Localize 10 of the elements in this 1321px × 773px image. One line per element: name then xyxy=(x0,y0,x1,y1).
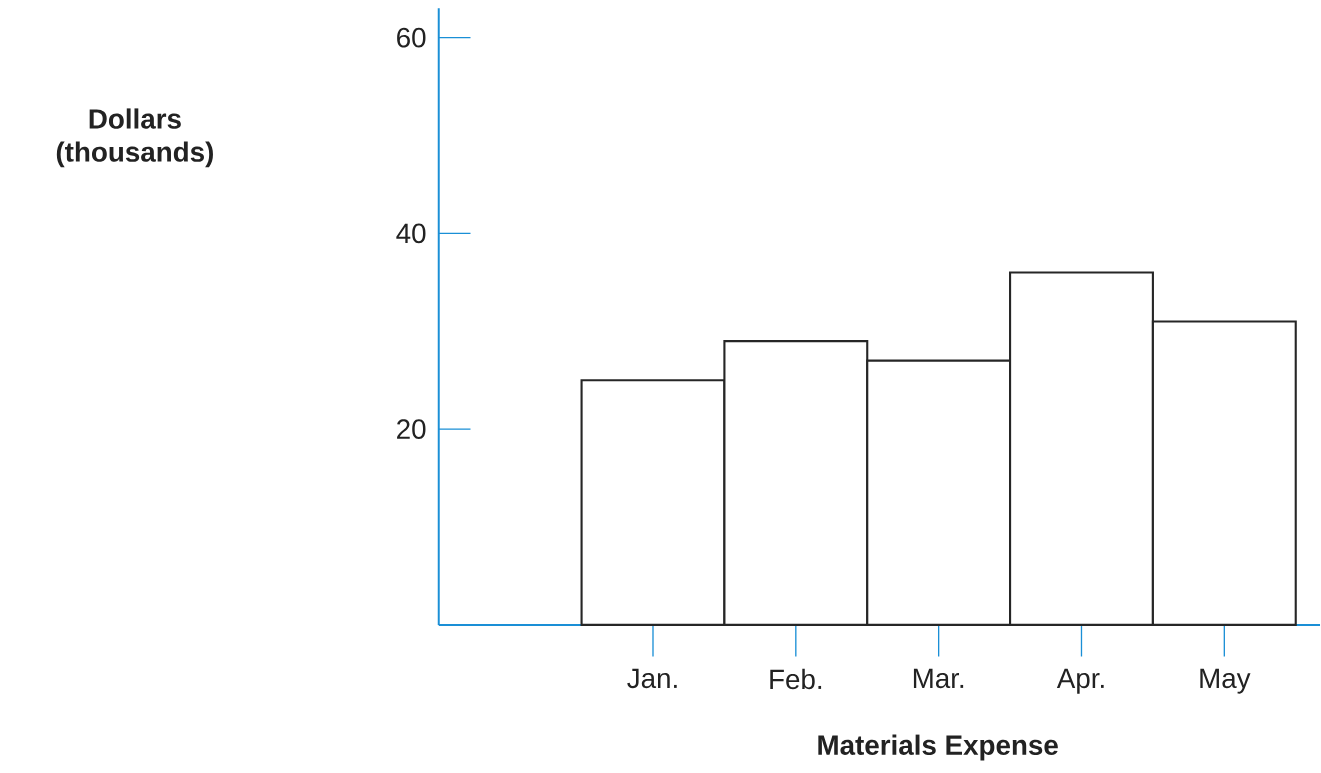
y-tick-label: 40 xyxy=(396,223,426,244)
x-axis-title: Materials Expense xyxy=(818,734,1058,761)
x-tick-label: May xyxy=(1200,668,1251,694)
x-tick-label: Apr. xyxy=(1056,668,1104,694)
x-tick-label: Jan. xyxy=(627,668,677,689)
text: Dollars (thousands) xyxy=(56,108,213,168)
x-tick-label: Feb. xyxy=(770,668,822,690)
y-tick-label: 60 xyxy=(397,28,426,48)
x-tick-label: Mar. xyxy=(913,668,964,689)
y-tick-label: 20 xyxy=(397,419,426,440)
